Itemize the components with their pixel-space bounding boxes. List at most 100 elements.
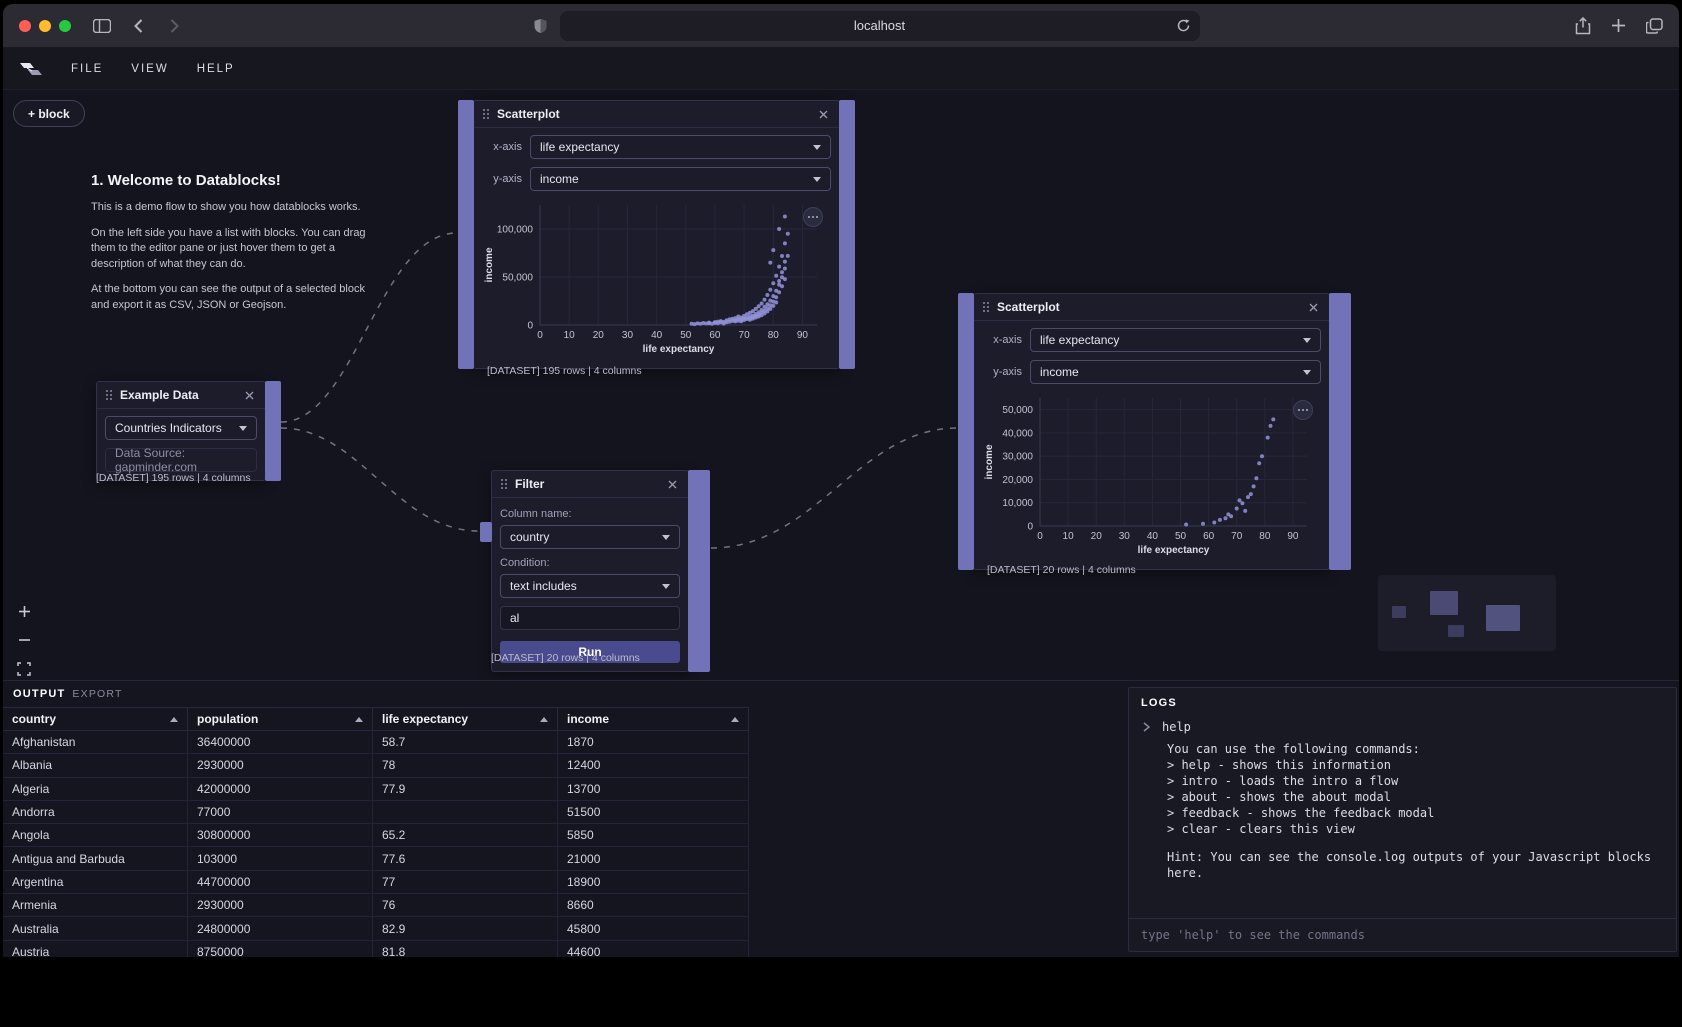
privacy-shield-icon[interactable] (533, 18, 548, 34)
column-header-country[interactable]: country (3, 708, 188, 730)
column-label: country (12, 712, 56, 726)
svg-text:80: 80 (1259, 531, 1271, 542)
output-connector[interactable] (688, 470, 710, 672)
table-row[interactable]: Angola3080000065.25850 (3, 824, 749, 847)
select-value: life expectancy (540, 140, 619, 154)
node-header[interactable]: Example Data (97, 382, 265, 409)
browser-chrome: localhost (3, 4, 1679, 48)
close-icon[interactable] (665, 477, 679, 491)
zoom-window-button[interactable] (59, 20, 71, 32)
flow-canvas[interactable]: + block 1. Welcome to Datablocks! This i… (3, 90, 1679, 680)
node-scatterplot-1[interactable]: Scatterplot x-axis life expectancy y-axi… (473, 100, 840, 369)
drag-handle-icon[interactable] (483, 109, 490, 120)
more-options-button[interactable] (803, 207, 823, 227)
column-header-population[interactable]: population (188, 708, 373, 730)
connection-path (711, 428, 957, 548)
back-button[interactable] (127, 15, 149, 37)
input-connector[interactable] (458, 100, 474, 369)
close-window-button[interactable] (19, 20, 31, 32)
sidebar-toggle-icon[interactable] (91, 15, 113, 37)
more-options-button[interactable] (1293, 400, 1313, 420)
svg-text:30: 30 (622, 330, 634, 341)
node-header[interactable]: Scatterplot (974, 294, 1329, 321)
dataset-select[interactable]: Countries Indicators (105, 416, 257, 440)
output-connector[interactable] (265, 381, 281, 481)
log-line: > help - shows this information (1143, 757, 1662, 773)
svg-text:10: 10 (1063, 531, 1075, 542)
menu-file[interactable]: FILE (71, 63, 103, 75)
table-row[interactable]: Australia2480000082.945800 (3, 917, 749, 940)
menu-view[interactable]: VIEW (131, 63, 168, 75)
tab-export[interactable]: EXPORT (72, 688, 122, 700)
table-cell: 24800000 (188, 917, 373, 939)
svg-text:60: 60 (1203, 531, 1215, 542)
tab-output[interactable]: OUTPUT (13, 688, 65, 700)
welcome-paragraph: On the left side you have a list with bl… (91, 226, 379, 273)
table-row[interactable]: Andorra7700051500 (3, 801, 749, 824)
svg-text:30: 30 (1119, 531, 1131, 542)
column-label: population (197, 712, 258, 726)
chevron-down-icon (662, 535, 670, 540)
node-filter[interactable]: Filter Column name: country Condition: t… (491, 470, 689, 672)
chevron-down-icon (1303, 370, 1311, 375)
svg-text:60: 60 (709, 330, 721, 341)
node-header[interactable]: Scatterplot (474, 101, 839, 128)
table-row[interactable]: Austria875000081.844600 (3, 941, 749, 957)
svg-text:0: 0 (537, 330, 543, 341)
forward-button[interactable] (163, 15, 185, 37)
close-icon[interactable] (816, 107, 830, 121)
node-scatterplot-2[interactable]: Scatterplot x-axis life expectancy y-axi… (973, 293, 1330, 570)
sort-asc-icon (355, 717, 363, 722)
table-row[interactable]: Algeria4200000077.913700 (3, 778, 749, 801)
reload-icon[interactable] (1176, 18, 1191, 33)
output-connector[interactable] (1329, 293, 1351, 570)
share-icon[interactable] (1575, 17, 1591, 35)
output-connector[interactable] (839, 100, 855, 369)
y-axis-select[interactable]: income (1030, 360, 1321, 384)
new-tab-icon[interactable] (1611, 18, 1626, 33)
node-example-data[interactable]: Example Data Countries Indicators Data S… (96, 381, 266, 481)
svg-text:70: 70 (739, 330, 751, 341)
menu-help[interactable]: HELP (197, 63, 235, 75)
table-row[interactable]: Afghanistan3640000058.71870 (3, 731, 749, 754)
input-connector[interactable] (958, 293, 974, 570)
column-header-life-expectancy[interactable]: life expectancy (373, 708, 558, 730)
close-icon[interactable] (1306, 300, 1320, 314)
column-select[interactable]: country (500, 525, 680, 549)
table-row[interactable]: Argentina447000007718900 (3, 871, 749, 894)
x-axis-select[interactable]: life expectancy (1030, 328, 1321, 352)
svg-text:40,000: 40,000 (1002, 428, 1033, 439)
condition-select[interactable]: text includes (500, 574, 680, 598)
logs-command-input[interactable] (1141, 928, 1664, 942)
zoom-in-button[interactable] (15, 602, 33, 620)
zoom-out-button[interactable] (15, 631, 33, 649)
drag-handle-icon[interactable] (501, 479, 508, 490)
node-title: Scatterplot (997, 300, 1060, 314)
node-header[interactable]: Filter (492, 471, 688, 498)
minimap[interactable] (1378, 575, 1556, 651)
table-row[interactable]: Armenia2930000768660 (3, 894, 749, 917)
svg-text:50: 50 (680, 330, 692, 341)
fit-view-button[interactable] (15, 660, 33, 678)
condition-label: Condition: (500, 557, 680, 569)
window-controls (19, 20, 71, 32)
input-connector[interactable] (480, 522, 492, 542)
filter-query-input[interactable]: al (500, 606, 680, 630)
table-row[interactable]: Albania29300007812400 (3, 754, 749, 777)
minimize-window-button[interactable] (39, 20, 51, 32)
table-cell: Armenia (3, 894, 188, 916)
drag-handle-icon[interactable] (983, 302, 990, 313)
welcome-paragraph: At the bottom you can see the output of … (91, 282, 379, 313)
drag-handle-icon[interactable] (106, 390, 113, 401)
minimap-node (1448, 625, 1464, 637)
svg-text:20,000: 20,000 (1002, 475, 1033, 486)
y-axis-select[interactable]: income (530, 167, 831, 191)
tab-overview-icon[interactable] (1646, 18, 1663, 34)
column-header-income[interactable]: income (558, 708, 749, 730)
address-bar[interactable]: localhost (560, 11, 1200, 41)
scatter-chart: 050,000100,0000102030405060708090life ex… (482, 199, 831, 360)
close-icon[interactable] (242, 388, 256, 402)
table-row[interactable]: Antigua and Barbuda10300077.621000 (3, 847, 749, 870)
add-block-button[interactable]: + block (13, 100, 85, 127)
x-axis-select[interactable]: life expectancy (530, 135, 831, 159)
